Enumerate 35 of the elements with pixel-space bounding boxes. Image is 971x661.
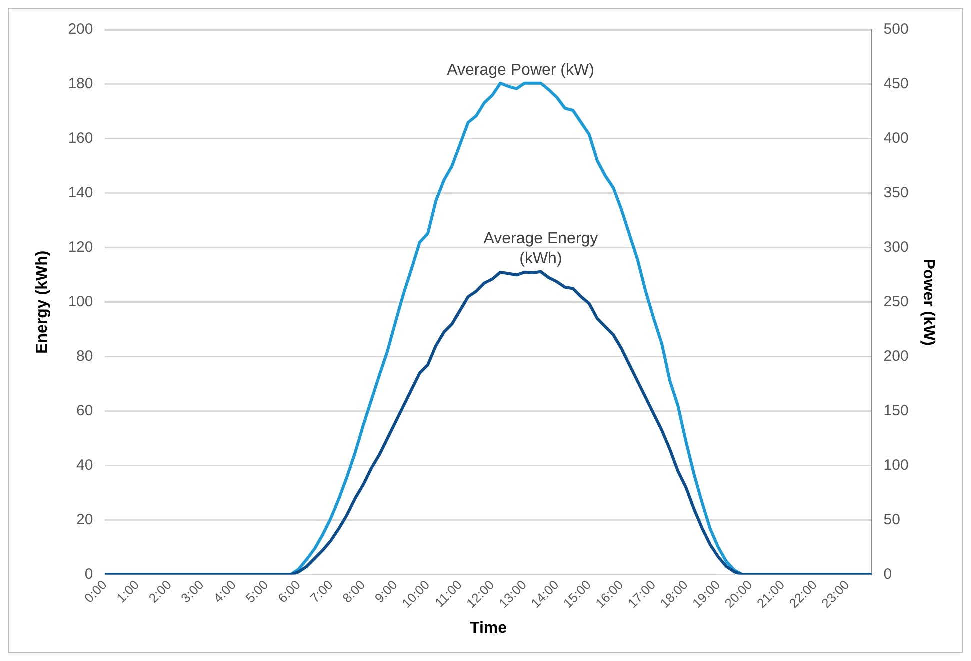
y2-tick-label: 0 bbox=[884, 566, 892, 583]
y-tick-label: 200 bbox=[68, 21, 94, 38]
y2-tick-label: 350 bbox=[884, 184, 909, 202]
y2-tick-label: 300 bbox=[884, 239, 909, 256]
y-tick-label: 160 bbox=[68, 130, 94, 148]
y2-tick-label: 250 bbox=[884, 294, 909, 311]
x-tick-label: 9:00 bbox=[372, 577, 400, 606]
x-tick-label: 4:00 bbox=[210, 577, 239, 606]
y-tick-label: 140 bbox=[68, 184, 94, 202]
y2-tick-label: 500 bbox=[884, 21, 909, 38]
x-tick-label: 8:00 bbox=[340, 577, 368, 606]
y-tick-label: 100 bbox=[68, 294, 94, 311]
y-tick-label: 120 bbox=[68, 239, 94, 256]
y-tick-label: 180 bbox=[68, 76, 94, 93]
y-tick-label: 0 bbox=[84, 566, 94, 583]
y-tick-label: 20 bbox=[76, 511, 94, 528]
y2-tick-label: 100 bbox=[884, 456, 909, 474]
y2-tick-label: 150 bbox=[884, 402, 909, 420]
y2-tick-label: 200 bbox=[884, 348, 909, 365]
y2-tick-label: 400 bbox=[884, 130, 909, 148]
y-tick-label: 60 bbox=[76, 402, 94, 420]
x-tick-label: 1:00 bbox=[114, 577, 142, 606]
y2-tick-label: 50 bbox=[884, 511, 900, 528]
y-tick-label: 80 bbox=[76, 348, 94, 365]
x-tick-label: 7:00 bbox=[307, 577, 336, 606]
series-label: Average Power (kW) bbox=[447, 62, 594, 79]
x-axis-title: Time bbox=[470, 620, 508, 637]
x-tick-label: 5:00 bbox=[242, 577, 272, 606]
y-axis-title: Energy (kWh) bbox=[34, 250, 52, 354]
y-tick-label: 40 bbox=[76, 456, 94, 474]
series-label: Average Energy (kWh) bbox=[484, 230, 598, 268]
x-tick-label: 6:00 bbox=[275, 577, 304, 606]
x-tick-label: 3:00 bbox=[178, 577, 207, 606]
y2-axis-title: Power (kW) bbox=[920, 258, 937, 346]
y2-tick-label: 450 bbox=[884, 76, 909, 93]
